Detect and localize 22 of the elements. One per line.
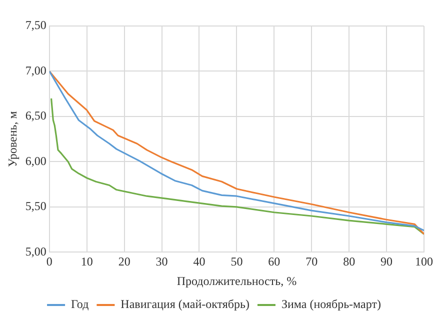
x-tick-label: 80 [343, 254, 356, 269]
y-tick-label: 5,00 [25, 244, 46, 258]
x-tick-label: 90 [380, 254, 393, 269]
y-axis-title: Уровень, м [5, 110, 20, 168]
x-tick-label: 60 [268, 254, 280, 269]
y-tick-label: 6,50 [25, 108, 46, 123]
y-tick-label: 7,00 [25, 63, 46, 78]
x-tick-label: 40 [193, 254, 206, 269]
x-tick-label: 100 [415, 254, 433, 269]
legend-label: Зима (ноябрь-март) [281, 297, 381, 312]
y-tick-label: 5,50 [25, 199, 46, 214]
x-tick-label: 10 [80, 254, 93, 269]
x-tick-label: 30 [156, 254, 168, 269]
x-tick-label: 0 [46, 254, 52, 269]
y-tick-label: 6,00 [25, 154, 46, 168]
x-axis-title: Продолжительность, % [176, 274, 297, 288]
legend-label: Навигация (май-октябрь) [120, 297, 250, 312]
y-tick-label: 7,50 [25, 18, 46, 32]
x-tick-label: 50 [230, 254, 243, 269]
x-tick-label: 20 [118, 254, 130, 269]
legend-label: Год [71, 297, 89, 312]
x-tick-label: 70 [306, 254, 318, 269]
